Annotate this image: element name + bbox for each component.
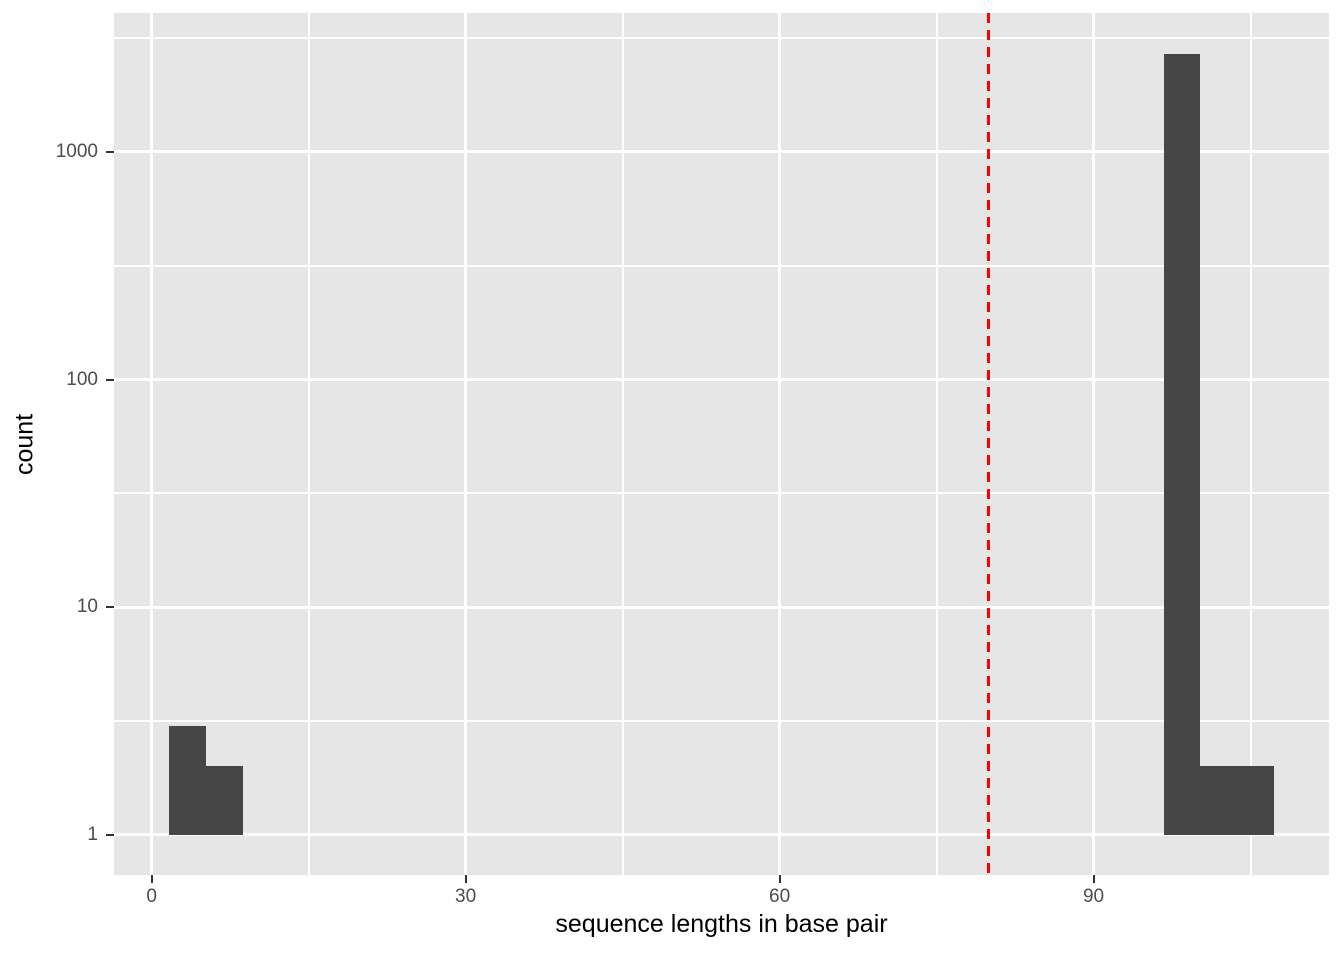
x-minor-gridline <box>621 13 624 875</box>
x-axis-tick-label: 90 <box>1082 886 1105 907</box>
y-axis-tick-label: 10 <box>76 596 98 618</box>
x-axis-tick <box>1092 875 1095 883</box>
y-axis-tick <box>106 833 114 836</box>
y-minor-gridline <box>114 37 1329 40</box>
y-minor-gridline <box>114 264 1329 267</box>
plot-panel <box>114 13 1329 875</box>
x-minor-gridline <box>307 13 310 875</box>
histogram-bar <box>206 766 243 835</box>
x-axis-tick-label: 0 <box>146 886 157 907</box>
x-axis-title: sequence lengths in base pair <box>555 910 888 938</box>
y-axis-tick-label: 1000 <box>55 140 98 162</box>
x-axis-tick <box>778 875 781 883</box>
y-major-gridline <box>114 378 1329 382</box>
x-major-gridline <box>778 13 782 875</box>
x-axis-tick <box>464 875 467 883</box>
x-axis-tick <box>150 875 153 883</box>
x-minor-gridline <box>1249 13 1252 875</box>
threshold-line <box>987 13 991 875</box>
y-minor-gridline <box>114 492 1329 495</box>
x-axis-tick-label: 30 <box>455 886 477 907</box>
histogram-bar <box>1236 766 1274 835</box>
y-axis-tick-label: 1 <box>87 823 98 845</box>
x-axis-tick-label: 60 <box>769 886 791 907</box>
x-major-gridline <box>1092 13 1096 875</box>
x-major-gridline <box>150 13 154 875</box>
histogram-bar <box>1200 766 1237 835</box>
y-axis-tick-label: 100 <box>66 368 98 390</box>
y-minor-gridline <box>114 720 1329 723</box>
histogram-bar <box>1163 53 1201 835</box>
x-major-gridline <box>464 13 468 875</box>
y-axis-tick <box>106 150 114 153</box>
y-axis-tick <box>106 378 114 381</box>
y-major-gridline <box>114 605 1329 609</box>
histogram-bar <box>169 726 207 835</box>
x-minor-gridline <box>935 13 938 875</box>
y-major-gridline <box>114 150 1329 154</box>
y-axis-tick <box>106 606 114 609</box>
y-major-gridline <box>114 833 1329 837</box>
